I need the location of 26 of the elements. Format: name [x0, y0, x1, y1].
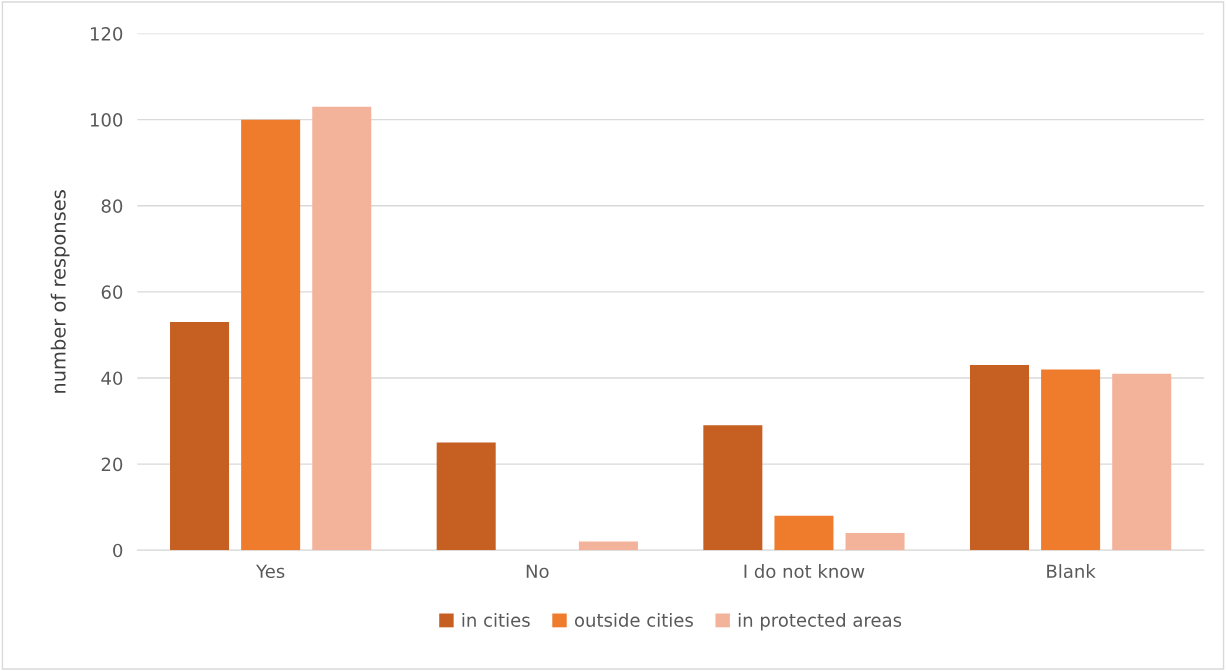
legend-label: outside cities: [574, 612, 693, 627]
bar: [312, 106, 372, 551]
y-tick-label: 40: [101, 371, 123, 386]
x-tick-label: Yes: [256, 564, 285, 579]
y-axis-title: number of responses: [50, 190, 70, 393]
legend-label: in protected areas: [738, 612, 902, 631]
bar: [845, 533, 905, 551]
y-tick-label: 20: [101, 457, 123, 472]
bar: [436, 442, 496, 551]
y-tick-label: 0: [113, 543, 123, 558]
legend-label: in cities: [462, 612, 530, 627]
y-tick-label: 100: [90, 113, 123, 127]
bar: [703, 425, 763, 551]
bar: [578, 541, 638, 551]
bar: [1041, 369, 1101, 551]
y-tick-label: 120: [90, 27, 123, 41]
bar: [774, 515, 834, 551]
y-tick-label: 60: [101, 285, 123, 299]
bar: [969, 365, 1030, 551]
x-tick-label: Blank: [1047, 564, 1096, 579]
bar: [1112, 373, 1172, 551]
x-tick-label: No: [526, 564, 549, 579]
y-tick-label: 80: [101, 199, 123, 213]
bar: [170, 322, 230, 551]
x-tick-label: I do not know: [744, 564, 865, 579]
bar: [241, 119, 301, 551]
